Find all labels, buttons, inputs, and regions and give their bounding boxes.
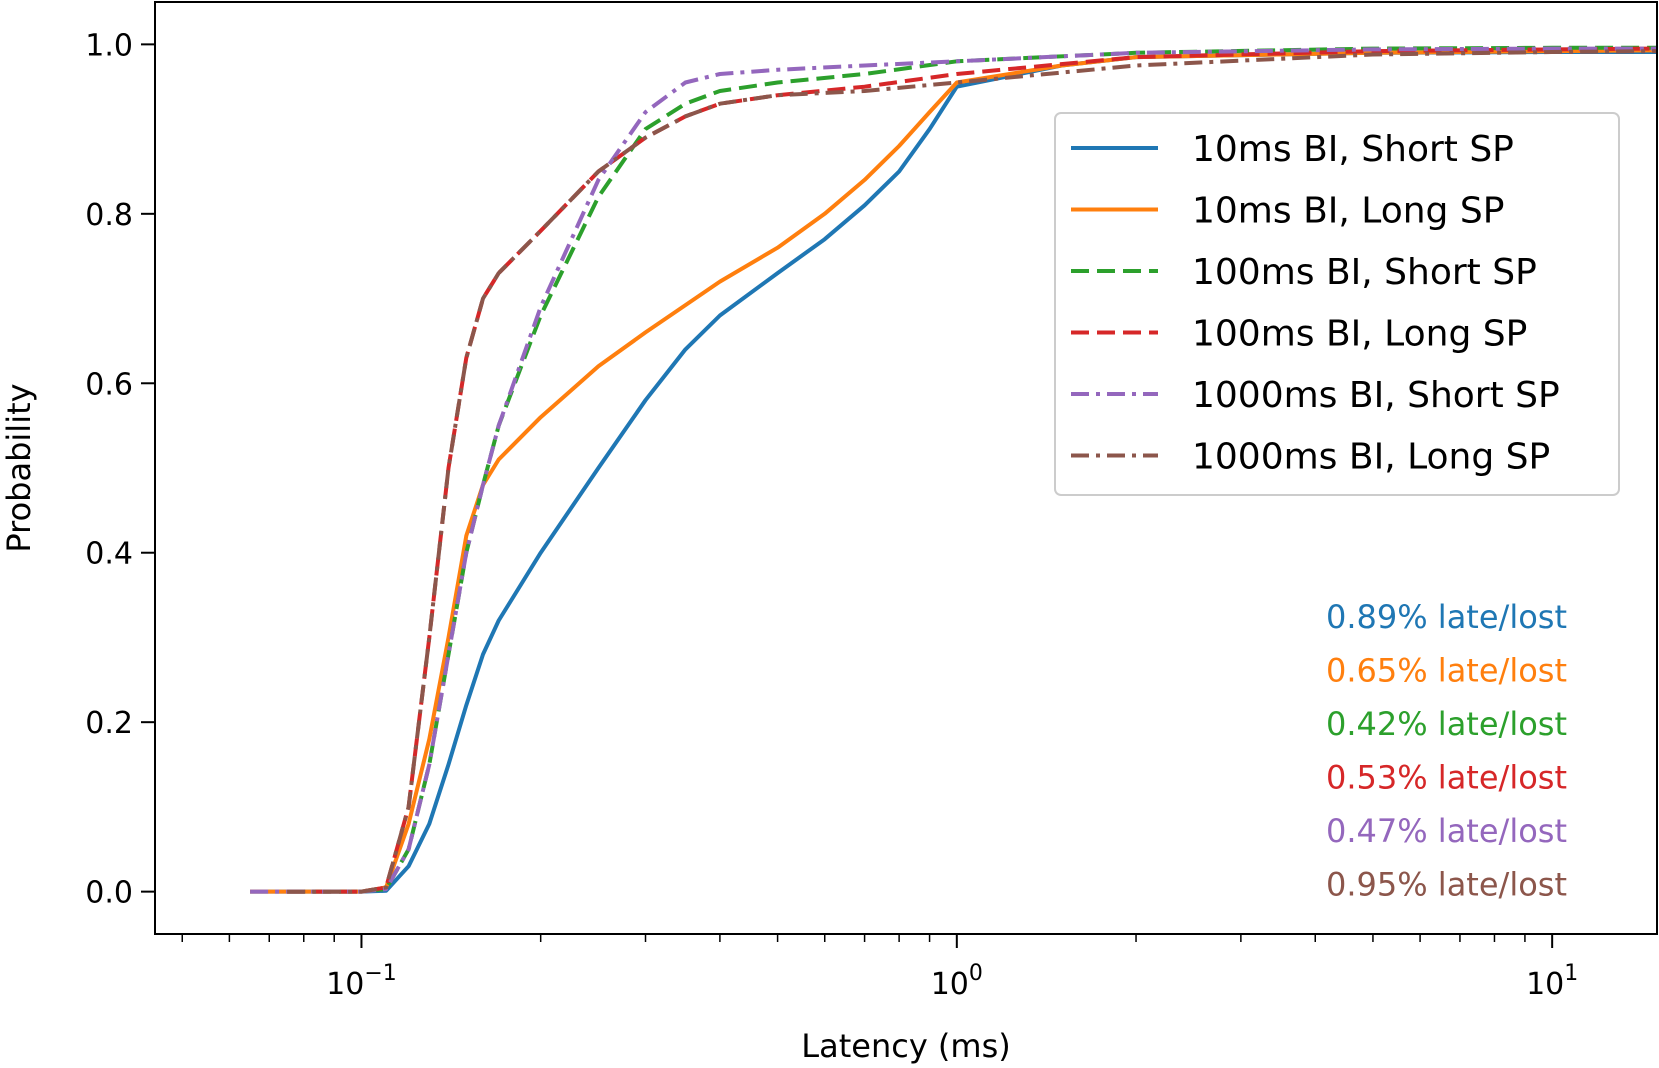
y-tick-label: 0.8 xyxy=(85,198,133,233)
x-tick-label: 101 xyxy=(1526,961,1578,1002)
legend-label-5: 1000ms BI, Short SP xyxy=(1192,375,1560,416)
x-tick-label: 10−1 xyxy=(326,961,397,1002)
late-lost-annotation-2: 0.65% late/lost xyxy=(1326,652,1567,690)
plot-frame xyxy=(154,1,1658,935)
y-tick-label: 1.0 xyxy=(85,28,133,63)
late-lost-annotation-5: 0.47% late/lost xyxy=(1326,812,1567,850)
series-lines xyxy=(250,45,1658,894)
legend-label-3: 100ms BI, Short SP xyxy=(1192,252,1537,293)
y-tick-label: 0.2 xyxy=(85,706,133,741)
y-tick-label: 0.4 xyxy=(85,537,133,572)
late-lost-annotation-1: 0.89% late/lost xyxy=(1326,598,1567,636)
late-lost-annotation-4: 0.53% late/lost xyxy=(1326,759,1567,797)
y-axis-ticks: 0.0 0.2 0.4 0.6 0.8 1.0 xyxy=(85,28,155,911)
legend: 10ms BI, Short SP 10ms BI, Long SP 100ms B… xyxy=(1054,112,1620,496)
y-axis-label: Probability xyxy=(0,383,38,552)
legend-frame xyxy=(1054,112,1620,496)
late-lost-annotation-3: 0.42% late/lost xyxy=(1326,705,1567,743)
x-axis-label: Latency (ms) xyxy=(801,1027,1010,1065)
series-line-5 xyxy=(250,46,1657,894)
legend-label-2: 10ms BI, Long SP xyxy=(1192,191,1504,232)
late-lost-annotations: 0.89% late/lost 0.65% late/lost 0.42% late… xyxy=(1326,598,1567,904)
x-minor-ticks xyxy=(181,934,1526,942)
y-tick-label: 0.0 xyxy=(85,876,133,911)
x-major-ticks: 10−1 100 101 xyxy=(326,934,1578,1002)
series-line-6 xyxy=(287,49,1658,894)
x-tick-label: 100 xyxy=(931,961,983,1002)
legend-label-1: 10ms BI, Short SP xyxy=(1192,129,1514,170)
legend-label-4: 100ms BI, Long SP xyxy=(1192,314,1527,355)
legend-label-6: 1000ms BI, Long SP xyxy=(1192,437,1550,478)
y-tick-label: 0.6 xyxy=(85,367,133,402)
late-lost-annotation-6: 0.95% late/lost xyxy=(1326,866,1567,904)
